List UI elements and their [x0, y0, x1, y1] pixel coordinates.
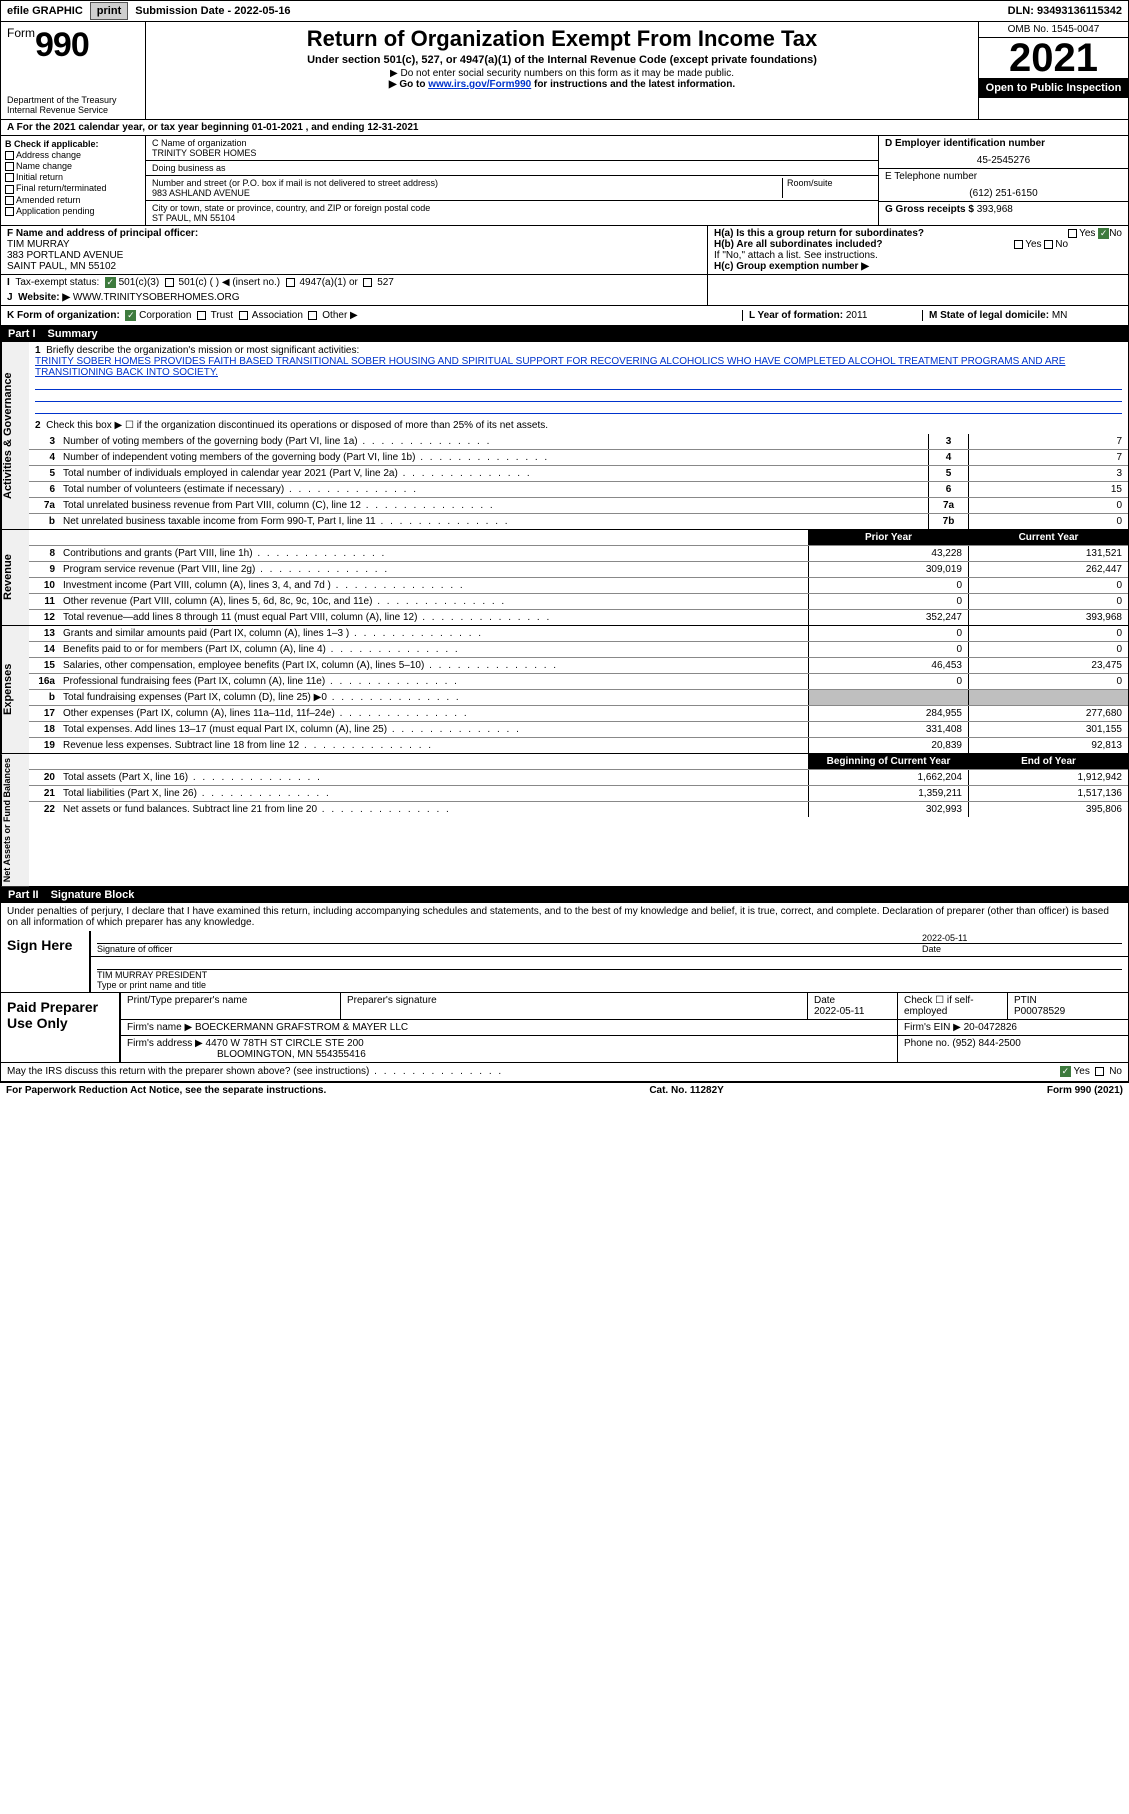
- preparer-label: Paid Preparer Use Only: [1, 993, 121, 1062]
- row-fh: F Name and address of principal officer:…: [0, 226, 1129, 275]
- hdr-mid: Return of Organization Exempt From Incom…: [146, 22, 978, 119]
- irs-link[interactable]: www.irs.gov/Form990: [428, 79, 531, 90]
- form-number: 990: [35, 26, 89, 64]
- gross-receipts: 393,968: [977, 204, 1013, 215]
- org-city: ST PAUL, MN 55104: [152, 213, 872, 223]
- section-a: A For the 2021 calendar year, or tax yea…: [0, 120, 1129, 136]
- telephone: (612) 251-6150: [885, 188, 1122, 199]
- section-bcd: B Check if applicable: Address change Na…: [0, 136, 1129, 226]
- box-deg: D Employer identification number45-25452…: [878, 136, 1128, 225]
- sign-here-label: Sign Here: [1, 931, 91, 992]
- grid-expenses: Expenses 13Grants and similar amounts pa…: [0, 626, 1129, 754]
- vlabel-expenses: Expenses: [1, 626, 29, 753]
- part-i-header: Part ISummary: [0, 326, 1129, 342]
- box-c: C Name of organizationTRINITY SOBER HOME…: [146, 136, 878, 225]
- vlabel-governance: Activities & Governance: [1, 342, 29, 529]
- hdr-left: Form990 Department of the Treasury Inter…: [1, 22, 146, 119]
- dln: DLN: 93493136115342: [1002, 3, 1128, 19]
- officer-name: TIM MURRAY: [7, 239, 701, 250]
- efile-label: efile GRAPHIC: [1, 3, 89, 19]
- grid-netassets: Net Assets or Fund Balances Beginning of…: [0, 754, 1129, 887]
- form-header: Form990 Department of the Treasury Inter…: [0, 22, 1129, 120]
- ein: 45-2545276: [885, 155, 1122, 166]
- topbar: efile GRAPHIC print Submission Date - 20…: [0, 0, 1129, 22]
- page-footer: For Paperwork Reduction Act Notice, see …: [0, 1082, 1129, 1098]
- discuss-row: May the IRS discuss this return with the…: [0, 1063, 1129, 1081]
- org-street: 983 ASHLAND AVENUE: [152, 188, 782, 198]
- preparer-block: Paid Preparer Use Only Print/Type prepar…: [0, 993, 1129, 1063]
- hdr-right: OMB No. 1545-0047 2021 Open to Public In…: [978, 22, 1128, 119]
- vlabel-revenue: Revenue: [1, 530, 29, 625]
- row-ij: I Tax-exempt status: ✓ 501(c)(3) 501(c) …: [0, 275, 1129, 306]
- box-b: B Check if applicable: Address change Na…: [1, 136, 146, 225]
- vlabel-netassets: Net Assets or Fund Balances: [1, 754, 29, 886]
- mission-text[interactable]: TRINITY SOBER HOMES PROVIDES FAITH BASED…: [35, 356, 1065, 378]
- part-ii-header: Part IISignature Block: [0, 887, 1129, 903]
- subdate-label: Submission Date - 2022-05-16: [129, 3, 296, 19]
- grid-revenue: Revenue Prior YearCurrent Year 8Contribu…: [0, 530, 1129, 626]
- website: WWW.TRINITYSOBERHOMES.ORG: [73, 292, 240, 303]
- officer-sig: TIM MURRAY PRESIDENT: [97, 969, 1122, 980]
- signature-block: Under penalties of perjury, I declare th…: [0, 903, 1129, 993]
- firm-name: BOECKERMANN GRAFSTROM & MAYER LLC: [195, 1022, 408, 1033]
- form-subtitle: Under section 501(c), 527, or 4947(a)(1)…: [154, 54, 970, 66]
- dept-label: Department of the Treasury Internal Reve…: [7, 95, 139, 115]
- grid-governance: Activities & Governance 1 Briefly descri…: [0, 342, 1129, 530]
- open-public-badge: Open to Public Inspection: [979, 78, 1128, 98]
- form-title: Return of Organization Exempt From Incom…: [154, 26, 970, 52]
- org-name: TRINITY SOBER HOMES: [152, 148, 872, 158]
- tax-year: 2021: [979, 38, 1128, 78]
- row-klm: K Form of organization: ✓ Corporation Tr…: [0, 306, 1129, 326]
- print-button[interactable]: print: [90, 2, 128, 20]
